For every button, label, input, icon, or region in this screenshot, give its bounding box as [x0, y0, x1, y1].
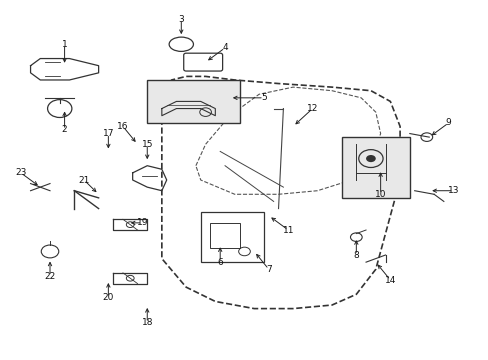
Text: 15: 15	[141, 140, 153, 149]
Text: 5: 5	[261, 93, 266, 102]
Text: 14: 14	[384, 275, 395, 284]
Text: 18: 18	[141, 318, 153, 327]
Text: 7: 7	[265, 265, 271, 274]
Text: 12: 12	[306, 104, 318, 113]
Text: 8: 8	[353, 251, 359, 260]
Text: 11: 11	[282, 225, 293, 234]
Text: 9: 9	[445, 118, 450, 127]
Text: 23: 23	[15, 168, 26, 177]
Text: 21: 21	[78, 176, 90, 185]
Text: 16: 16	[117, 122, 128, 131]
Text: 4: 4	[222, 43, 227, 52]
Bar	[210, 223, 239, 248]
Text: 17: 17	[102, 129, 114, 138]
Text: 2: 2	[61, 126, 67, 135]
Bar	[147, 80, 239, 123]
Text: 6: 6	[217, 258, 223, 267]
Bar	[201, 212, 264, 262]
Text: 1: 1	[61, 40, 67, 49]
Text: 22: 22	[44, 272, 56, 281]
Text: 20: 20	[102, 293, 114, 302]
Text: 19: 19	[136, 219, 148, 228]
Circle shape	[366, 155, 375, 162]
Text: 13: 13	[447, 186, 458, 195]
Text: 3: 3	[178, 15, 184, 24]
Bar	[341, 137, 409, 198]
Text: 10: 10	[374, 190, 386, 199]
